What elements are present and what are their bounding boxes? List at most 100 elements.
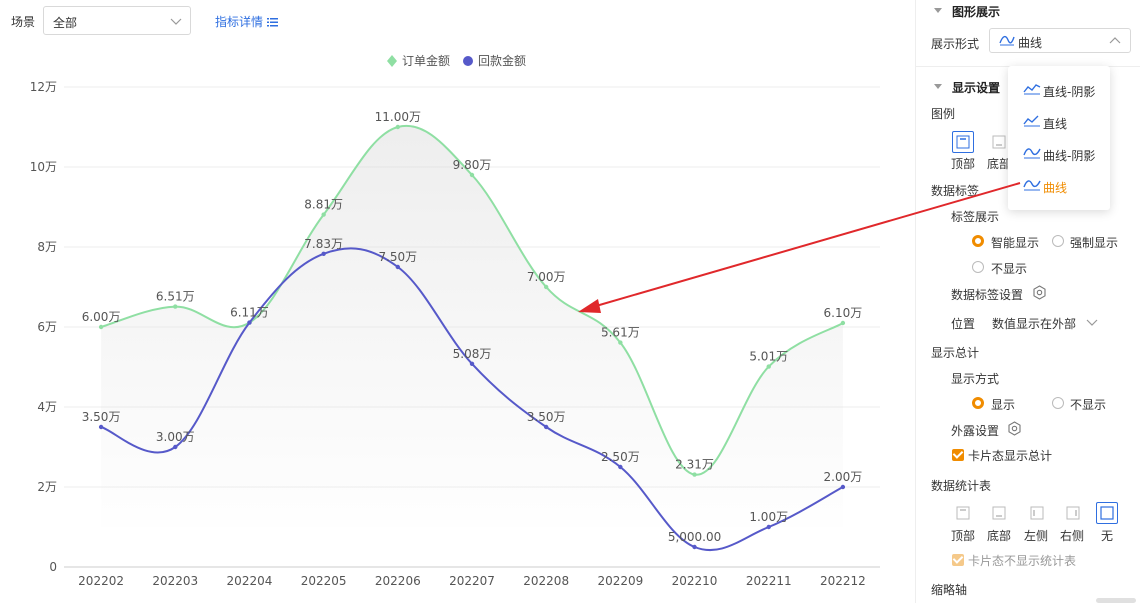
chevron-down-icon[interactable] (1086, 316, 1098, 331)
legend-marker (463, 56, 473, 66)
chevron-down-icon (170, 15, 182, 30)
y-tick-label: 2万 (37, 480, 57, 494)
data-label: 1.00万 (749, 510, 788, 524)
list-icon (267, 16, 279, 30)
collapse-caret-icon[interactable] (934, 8, 942, 13)
data-point (173, 444, 178, 450)
data-label-title: 数据标签 (931, 184, 980, 198)
series-area (101, 125, 843, 527)
legend-top-label: 顶部 (951, 157, 976, 171)
stats-bottom-button[interactable] (988, 502, 1010, 524)
y-tick-label: 12万 (30, 80, 57, 94)
radio-force-display-label: 强制显示 (1070, 236, 1119, 250)
position-label: 位置 (951, 317, 976, 331)
chevron-up-icon (1109, 35, 1121, 50)
thumbnail-axis-title: 缩略轴 (931, 583, 968, 597)
legend-label: 订单金额 (402, 53, 450, 68)
data-label: 5,000.00 (668, 530, 721, 544)
data-point (173, 304, 178, 309)
dropdown-option-line[interactable]: 直线 (1008, 106, 1110, 138)
line-icon (1023, 114, 1041, 130)
position-select-value[interactable]: 数值显示在外部 (992, 317, 1077, 331)
y-tick-label: 6万 (37, 320, 57, 334)
data-label: 2.31万 (675, 458, 714, 472)
dropdown-option-curve-shadow[interactable]: 曲线-阴影 (1008, 138, 1110, 170)
y-tick-label: 4万 (37, 400, 57, 414)
data-label: 11.00万 (375, 110, 421, 124)
data-label: 7.50万 (378, 250, 417, 264)
curve-shadow-icon (1023, 146, 1041, 162)
y-tick-label: 0 (49, 560, 57, 574)
data-label: 6.11万 (230, 306, 269, 320)
stats-none-label: 无 (1101, 529, 1114, 543)
radio-show[interactable] (972, 397, 984, 409)
data-label-settings: 数据标签设置 (951, 288, 1024, 302)
collapse-caret-icon[interactable] (934, 84, 942, 89)
stats-right-button[interactable] (1062, 502, 1084, 524)
y-tick-label: 10万 (30, 160, 57, 174)
data-point (840, 484, 846, 490)
layout-none-icon (1100, 506, 1114, 520)
legend-label: 图例 (931, 107, 956, 121)
stats-left-button[interactable] (1026, 502, 1048, 524)
radio-force-display[interactable] (1052, 235, 1064, 247)
label-display-title: 标签展示 (951, 210, 1000, 224)
data-label: 6.00万 (82, 310, 121, 324)
legend-bottom-button[interactable] (988, 131, 1010, 153)
stats-left-label: 左侧 (1024, 529, 1049, 543)
data-point (469, 172, 475, 178)
data-point (543, 284, 549, 290)
data-label: 7.83万 (304, 237, 343, 251)
x-tick-label: 202203 (152, 574, 198, 588)
dropdown-option-label: 直线-阴影 (1043, 85, 1096, 99)
data-point (98, 424, 104, 430)
card-show-total-checkbox[interactable] (952, 449, 964, 461)
layout-right-icon (1066, 506, 1080, 520)
metric-detail-link[interactable]: 指标详情 (215, 13, 279, 30)
layout-top-icon (956, 506, 970, 520)
stats-top-button[interactable] (952, 502, 974, 524)
data-point (840, 320, 846, 326)
curve-line-icon (999, 34, 1015, 49)
data-label: 6.10万 (824, 306, 863, 320)
display-form-value: 曲线 (1018, 36, 1043, 50)
layout-top-icon (956, 135, 970, 149)
line-shadow-icon (1023, 82, 1041, 98)
x-tick-label: 202212 (820, 574, 866, 588)
series-line (100, 247, 844, 552)
gear-icon[interactable] (1032, 285, 1047, 303)
scene-label: 场景 (11, 15, 36, 29)
dropdown-option-label: 直线 (1043, 117, 1068, 131)
scene-select-value: 全部 (53, 16, 78, 30)
data-point (395, 124, 401, 130)
x-tick-label: 202208 (523, 574, 569, 588)
data-point (469, 361, 475, 366)
dropdown-option-label: 曲线-阴影 (1043, 149, 1096, 163)
data-label: 3.50万 (82, 410, 121, 424)
show-total-title: 显示总计 (931, 346, 980, 360)
data-label: 6.51万 (156, 290, 195, 304)
data-point (766, 364, 771, 369)
graph-section-title: 图形展示 (952, 5, 1001, 19)
y-tick-label: 8万 (37, 240, 57, 254)
scene-select[interactable]: 全部 (43, 6, 191, 35)
legend-top-button[interactable] (952, 131, 974, 153)
stats-none-button[interactable] (1096, 502, 1118, 524)
x-tick-label: 202209 (597, 574, 643, 588)
dropdown-option-curve[interactable]: 曲线 (1008, 170, 1110, 202)
radio-smart-display[interactable] (972, 235, 984, 247)
card-hide-stats-checkbox[interactable] (952, 554, 964, 566)
scrollbar-thumb[interactable] (1096, 598, 1136, 603)
gear-icon[interactable] (1007, 421, 1022, 439)
x-tick-label: 202204 (227, 574, 273, 588)
radio-hide[interactable] (1052, 397, 1064, 409)
radio-hide-label: 不显示 (1070, 398, 1107, 412)
dropdown-option-line-shadow[interactable]: 直线-阴影 (1008, 74, 1110, 106)
x-tick-label: 202210 (672, 574, 718, 588)
radio-no-display[interactable] (972, 261, 984, 273)
display-form-select[interactable]: 曲线 (989, 28, 1131, 53)
layout-bottom-icon (992, 135, 1006, 149)
layout-bottom-icon (992, 506, 1006, 520)
radio-no-display-label: 不显示 (991, 262, 1028, 276)
data-point (618, 340, 623, 345)
